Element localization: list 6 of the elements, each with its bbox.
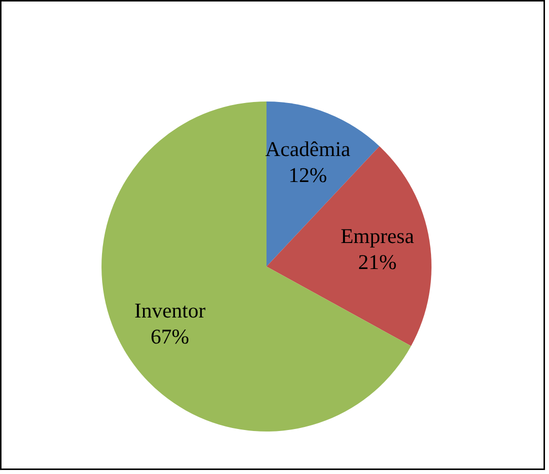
slice-label: Inventor xyxy=(134,298,206,323)
data-label: 12% xyxy=(288,163,328,188)
slice-label: Acadêmia xyxy=(265,137,352,162)
data-label: 67% xyxy=(150,324,190,349)
slice-label: Empresa xyxy=(340,224,415,248)
data-label: 21% xyxy=(358,250,397,274)
